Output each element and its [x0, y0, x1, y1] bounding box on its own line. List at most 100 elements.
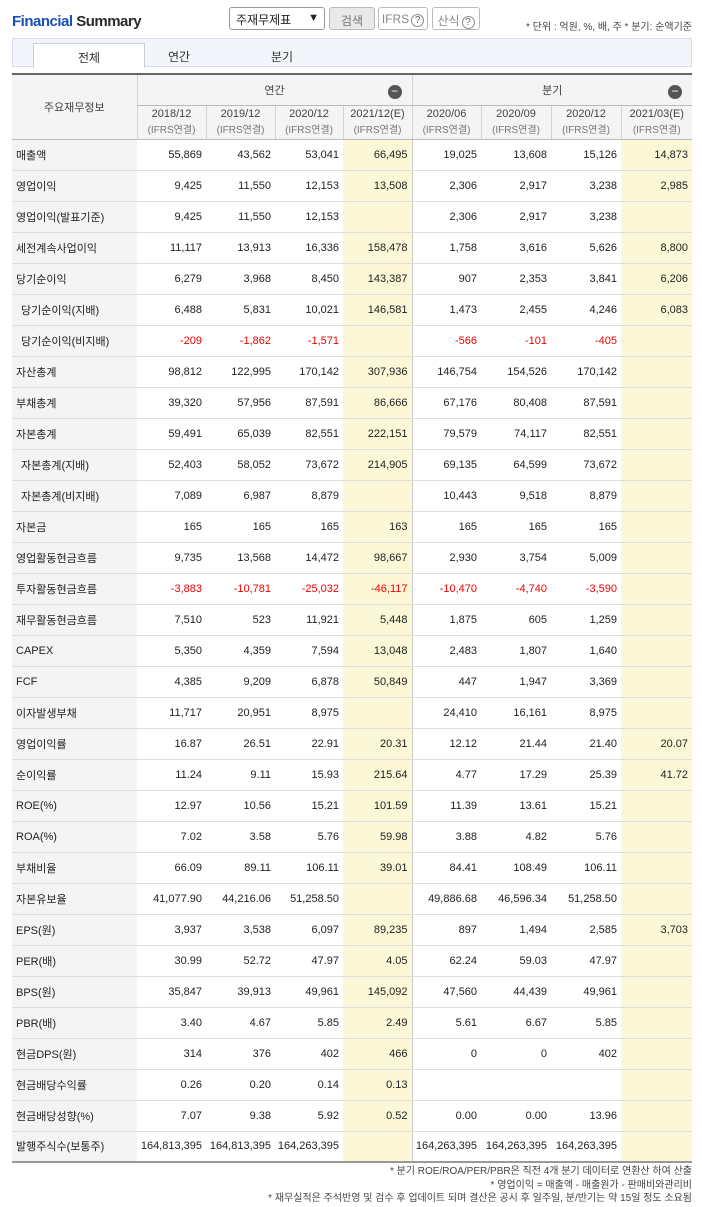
- table-cell: 5.76: [551, 821, 621, 853]
- table-cell: 53,041: [275, 139, 343, 171]
- table-cell: 3,238: [551, 170, 621, 202]
- row-label: 자본유보율: [12, 883, 137, 915]
- table-cell: 39.01: [343, 852, 412, 884]
- table-cell: 11.24: [137, 759, 206, 791]
- table-cell: 47.97: [551, 945, 621, 977]
- formula-help-button[interactable]: 산식?: [432, 7, 480, 30]
- table-cell: 5.85: [275, 1007, 343, 1039]
- table-cell: 12.12: [411, 728, 481, 760]
- table-cell: 16,161: [481, 697, 551, 729]
- period-tabs: 전체 연간 분기: [12, 38, 692, 68]
- footnote: * 재무실적은 주석반영 및 검수 후 업데이트 되며 결산은 공시 후 일주일…: [268, 1193, 692, 1204]
- column-basis: (IFRS연결): [285, 125, 333, 136]
- collapse-yearly-icon[interactable]: −: [387, 85, 402, 99]
- tab-all[interactable]: 전체: [33, 43, 145, 68]
- column-header: 2020/12 (IFRS연결): [274, 105, 343, 140]
- question-icon: ?: [461, 16, 475, 29]
- table-cell: 43,562: [206, 139, 275, 171]
- table-cell: 2,917: [481, 201, 551, 233]
- table-cell: -4,740: [481, 573, 551, 605]
- table-row: ROA(%) 7.02 3.58 5.76 59.98 3.88 4.82 5.76: [12, 821, 692, 853]
- brand-part-2: Summary: [76, 13, 142, 30]
- table-cell: 1,640: [551, 635, 621, 667]
- column-period: 2021/12(E): [350, 108, 405, 120]
- column-header: 2020/06 (IFRS연결): [411, 105, 481, 140]
- row-label: 발행주식수(보통주): [12, 1131, 137, 1163]
- table-cell: 8,879: [551, 480, 621, 512]
- table-cell: 106.11: [275, 852, 343, 884]
- column-period: 2020/06: [426, 108, 467, 120]
- table-cell: 58,052: [206, 449, 275, 481]
- statement-type-select[interactable]: 주재무제표 ▼: [229, 7, 325, 30]
- table-cell: 98,667: [343, 542, 412, 574]
- table-cell: 214,905: [343, 449, 412, 481]
- collapse-quarterly-icon[interactable]: −: [668, 85, 682, 99]
- table-cell: 12,153: [275, 170, 343, 202]
- table-cell: 89.11: [206, 852, 275, 884]
- table-cell: 5,350: [137, 635, 206, 667]
- table-cell: [343, 697, 412, 729]
- table-cell: 154,526: [481, 356, 551, 388]
- table-cell: 5,009: [551, 542, 621, 574]
- tab-quarterly[interactable]: 분기: [270, 50, 294, 64]
- footnotes: * 분기 ROE/ROA/PER/PBR은 직전 4개 분기 데이터로 연환산 …: [268, 1165, 692, 1206]
- table-cell: 6,488: [137, 294, 206, 326]
- table-cell: 164,813,395: [206, 1131, 275, 1163]
- ifrs-help-button[interactable]: IFRS?: [378, 7, 428, 30]
- table-cell: 98,812: [137, 356, 206, 388]
- table-cell: [621, 480, 692, 512]
- row-label: 현금DPS(원): [12, 1038, 137, 1070]
- table-cell: 2,306: [411, 170, 481, 202]
- table-row: 자본금 165 165 165 163 165 165 165: [12, 511, 692, 543]
- table-cell: [621, 666, 692, 698]
- table-cell: 2,930: [411, 542, 481, 574]
- table-cell: 4.77: [411, 759, 481, 791]
- table-cell: -1,571: [275, 325, 343, 357]
- table-cell: 16.87: [137, 728, 206, 760]
- table-row: 영업활동현금흐름 9,735 13,568 14,472 98,667 2,930 3,75…: [12, 542, 692, 574]
- table-cell: 13,048: [343, 635, 412, 667]
- table-cell: 3,538: [206, 914, 275, 946]
- table-cell: 7.02: [137, 821, 206, 853]
- table-cell: 24,410: [411, 697, 481, 729]
- table-row: FCF 4,385 9,209 6,878 50,849 447 1,947 3,369: [12, 666, 692, 698]
- table-cell: 22.91: [275, 728, 343, 760]
- table-cell: 0.13: [343, 1069, 412, 1101]
- column-basis: (IFRS연결): [492, 125, 540, 136]
- table-cell: [481, 1069, 551, 1101]
- table-cell: 14,472: [275, 542, 343, 574]
- table-cell: 55,869: [137, 139, 206, 171]
- tab-yearly[interactable]: 연간: [167, 50, 191, 64]
- table-cell: [343, 325, 412, 357]
- table-cell: 108.49: [481, 852, 551, 884]
- table-cell: 164,263,395: [411, 1131, 481, 1163]
- table-cell: 466: [343, 1038, 412, 1070]
- brand-part-1: Financial: [12, 13, 73, 30]
- yearly-group-label: 연간: [264, 84, 285, 97]
- row-label: EPS(원): [12, 914, 137, 946]
- table-cell: 3,238: [551, 201, 621, 233]
- table-cell: 46,596.34: [481, 883, 551, 915]
- table-cell: 3.40: [137, 1007, 206, 1039]
- table-cell: 9.38: [206, 1100, 275, 1132]
- search-button[interactable]: 검색: [329, 7, 375, 30]
- table-cell: 51,258.50: [551, 883, 621, 915]
- table-cell: 2,585: [551, 914, 621, 946]
- table-row: 투자활동현금흐름 -3,883 -10,781 -25,032 -46,117 -10,4…: [12, 573, 692, 605]
- row-label: 세전계속사업이익: [12, 232, 137, 264]
- table-cell: 215.64: [343, 759, 412, 791]
- table-cell: 5,626: [551, 232, 621, 264]
- row-label: 자본총계: [12, 418, 137, 450]
- table-cell: 0.26: [137, 1069, 206, 1101]
- table-cell: 4,385: [137, 666, 206, 698]
- table-cell: 16,336: [275, 232, 343, 264]
- table-cell: -10,470: [411, 573, 481, 605]
- table-cell: 69,135: [411, 449, 481, 481]
- table-cell: 21.44: [481, 728, 551, 760]
- row-label: 부채비율: [12, 852, 137, 884]
- table-row: 현금배당수익률 0.26 0.20 0.14 0.13: [12, 1069, 692, 1101]
- chevron-down-icon: ▼: [308, 12, 319, 24]
- table-cell: 67,176: [411, 387, 481, 419]
- column-header: 2021/03(E) (IFRS연결): [620, 105, 692, 140]
- table-cell: 74,117: [481, 418, 551, 450]
